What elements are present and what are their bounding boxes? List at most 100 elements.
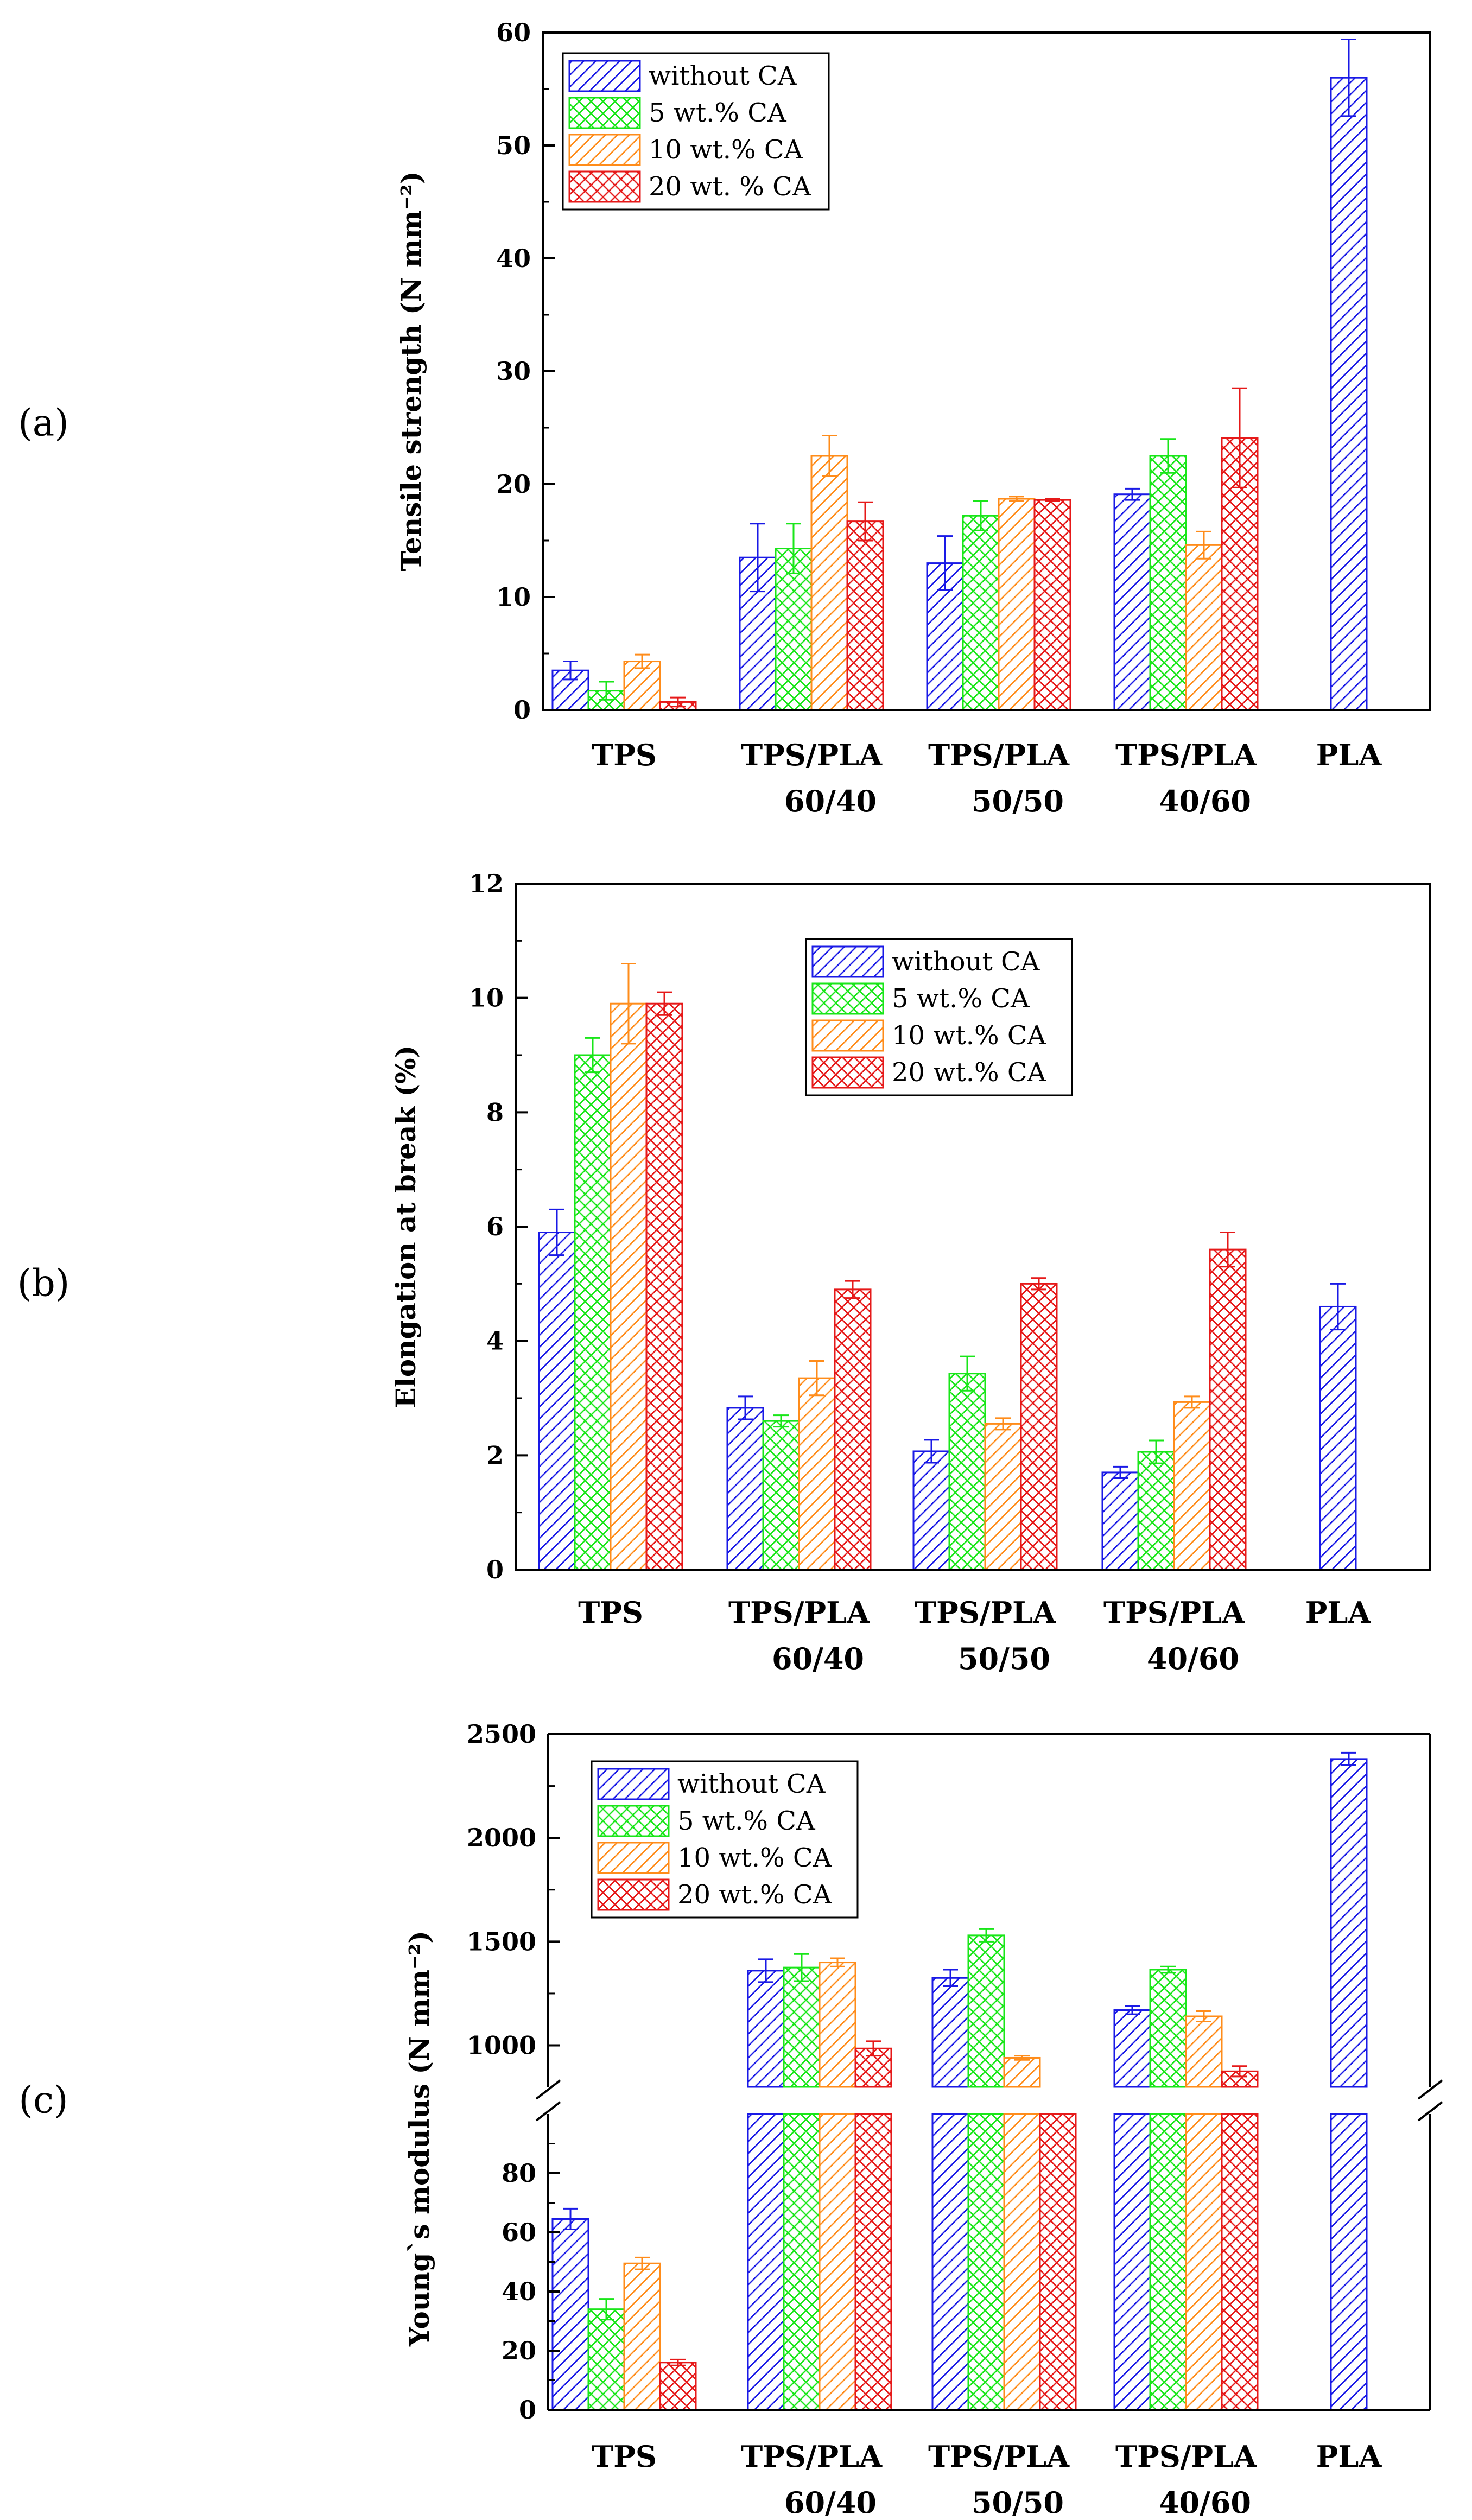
y-tick-label: 20	[502, 2336, 536, 2365]
y-axis-title: Elongation at break (%)	[390, 1045, 422, 1408]
y-tick-label: 40	[502, 2277, 536, 2306]
bar	[623, 661, 661, 711]
x-category-sublabel: 60/40	[772, 1641, 864, 1676]
bar	[854, 2113, 892, 2411]
bar	[948, 1373, 986, 1571]
bar	[1330, 2113, 1368, 2411]
y-tick-label: 60	[496, 18, 531, 47]
y-tick-label: 60	[502, 2218, 536, 2247]
bar	[1003, 2056, 1041, 2088]
legend-label: 10 wt.% CA	[649, 135, 804, 165]
bar	[587, 2308, 625, 2411]
legend-label: without CA	[677, 1769, 826, 1799]
bar	[747, 2113, 785, 2411]
x-category-label: TPS/PLA	[928, 738, 1070, 772]
y-tick-label: 4	[486, 1326, 504, 1356]
bar	[1020, 1283, 1058, 1571]
bar	[783, 1966, 821, 2088]
bar	[984, 1423, 1022, 1571]
panel-label: (c)	[18, 2079, 68, 2122]
panel-label: (b)	[17, 1262, 70, 1305]
legend-label: 20 wt.% CA	[677, 1880, 833, 1910]
legend-label: 20 wt.% CA	[892, 1057, 1047, 1088]
x-category-label: TPS	[578, 1595, 643, 1630]
bar	[1039, 2113, 1077, 2411]
bar	[931, 2113, 969, 2411]
legend-label: 5 wt.% CA	[677, 1806, 816, 1836]
bar	[1209, 1248, 1247, 1571]
legend-label: 10 wt.% CA	[677, 1843, 833, 1873]
bar	[623, 2262, 661, 2411]
bar	[1185, 544, 1223, 711]
x-category-sublabel: 60/40	[784, 2485, 877, 2520]
legend-swatch	[568, 170, 641, 203]
y-axis-title: Tensile strength (N mm⁻²)	[395, 171, 427, 571]
y-tick-label: 80	[502, 2159, 536, 2188]
bar	[747, 1970, 785, 2088]
y-tick-label: 1500	[467, 1927, 536, 1956]
x-category-sublabel: 50/50	[958, 1641, 1050, 1676]
bar	[1185, 2015, 1223, 2088]
bar	[1185, 2113, 1223, 2411]
y-tick-label: 12	[469, 869, 504, 898]
bar	[1173, 1401, 1211, 1571]
bar	[1330, 77, 1368, 711]
legend-swatch	[597, 1878, 670, 1911]
x-category-label: TPS/PLA	[915, 1595, 1056, 1630]
x-category-sublabel: 40/60	[1159, 784, 1251, 818]
bar	[1221, 2113, 1259, 2411]
x-category-label: PLA	[1305, 1595, 1372, 1630]
bar	[962, 515, 1000, 711]
x-category-label: TPS	[592, 2439, 657, 2474]
bar	[1101, 1471, 1139, 1571]
bar	[1113, 2009, 1151, 2088]
y-tick-label: 2000	[467, 1823, 536, 1852]
x-category-label: PLA	[1316, 738, 1382, 772]
x-category-label: TPS	[592, 738, 657, 772]
y-tick-label: 10	[469, 983, 504, 1013]
bar	[1137, 1451, 1175, 1571]
legend-swatch	[811, 1056, 884, 1089]
bar	[762, 1420, 800, 1571]
x-category-label: TPS/PLA	[1115, 738, 1257, 772]
x-category-label: TPS/PLA	[728, 1595, 870, 1630]
bar	[967, 2113, 1005, 2411]
legend-label: 5 wt.% CA	[649, 98, 787, 128]
y-tick-label: 8	[486, 1097, 504, 1127]
y-tick-label: 0	[486, 1555, 504, 1584]
legend-swatch	[597, 1805, 670, 1837]
legend-swatch	[597, 1768, 670, 1800]
bar	[1319, 1305, 1357, 1571]
bar	[726, 1407, 764, 1571]
x-category-label: TPS/PLA	[741, 738, 883, 772]
bar	[967, 1934, 1005, 2088]
bar	[551, 2218, 589, 2411]
x-category-sublabel: 50/50	[972, 784, 1064, 818]
bar	[783, 2113, 821, 2411]
y-tick-label: 40	[496, 244, 531, 273]
bar	[574, 1054, 612, 1571]
bar	[645, 1002, 683, 1571]
y-tick-label: 6	[486, 1212, 504, 1241]
axis-break-mark	[535, 2101, 561, 2122]
bar	[659, 2362, 697, 2411]
bar	[912, 1450, 950, 1571]
x-category-label: TPS/PLA	[1115, 2439, 1257, 2474]
axis-break-mark	[1417, 2101, 1443, 2122]
bar	[798, 1377, 836, 1571]
x-category-label: PLA	[1316, 2439, 1382, 2474]
bar	[931, 1977, 969, 2088]
x-category-sublabel: 40/60	[1159, 2485, 1251, 2520]
legend-label: without CA	[892, 947, 1040, 977]
panel-label: (a)	[18, 402, 69, 445]
bar	[834, 1288, 872, 1571]
bar	[819, 2113, 856, 2411]
bar	[1149, 2113, 1187, 2411]
x-category-sublabel: 40/60	[1147, 1641, 1239, 1676]
axis-break-mark	[1417, 2079, 1443, 2100]
y-tick-label: 20	[496, 469, 531, 499]
legend-swatch	[597, 1842, 670, 1874]
legend-swatch	[568, 60, 641, 92]
bar	[810, 455, 848, 711]
